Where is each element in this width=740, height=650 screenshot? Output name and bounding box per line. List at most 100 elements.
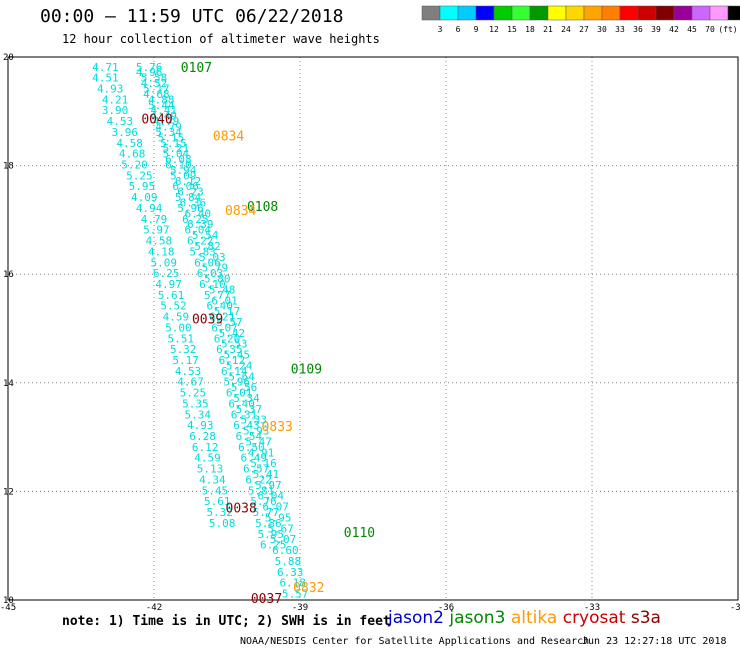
swh-points: 4.714.514.934.213.904.533.964.584.685.20… bbox=[92, 61, 308, 601]
swh-value-label: 5.95 bbox=[258, 528, 285, 541]
swh-value-label: 6.01 bbox=[211, 294, 238, 307]
swh-value-label: 5.33 bbox=[241, 414, 268, 427]
swh-value-label: 4.34 bbox=[199, 473, 226, 486]
swh-value-label: 4.49 bbox=[150, 110, 177, 123]
swh-value-label: 4.91 bbox=[248, 446, 275, 459]
legend-altika: altika bbox=[510, 608, 563, 628]
swh-value-label: 6.23 bbox=[177, 186, 204, 199]
chart-title: 00:00 – 11:59 UTC 06/22/2018 bbox=[40, 6, 344, 27]
swh-value-label: 5.53 bbox=[221, 338, 248, 351]
legend-jason3: jason3 bbox=[449, 608, 511, 628]
swh-value-label: 5.56 bbox=[231, 381, 258, 394]
x-tick-label: -36 bbox=[438, 603, 454, 613]
swh-value-label: 5.51 bbox=[168, 332, 195, 345]
swh-value-label: 4.88 bbox=[148, 93, 175, 106]
colorbar-label: 15 bbox=[507, 25, 517, 34]
swh-value-label: 5.93 bbox=[243, 425, 270, 438]
footer-timestamp: Jun 23 12:27:18 UTC 2018 bbox=[582, 636, 727, 647]
colorbar-swatch bbox=[673, 5, 693, 21]
y-tick-label: 14 bbox=[3, 379, 14, 389]
y-tick-label: 12 bbox=[3, 487, 14, 497]
swh-value-label: 5.41 bbox=[253, 468, 280, 481]
swh-value-label: 5.25 bbox=[180, 387, 207, 400]
swh-value-label: 6.40 bbox=[185, 207, 212, 220]
colorbar-label: 12 bbox=[489, 25, 499, 34]
swh-value-label: 6.35 bbox=[216, 343, 243, 356]
swh-value-label: 5.82 bbox=[194, 240, 221, 253]
swh-value-label: 5.17 bbox=[172, 354, 199, 367]
swh-value-label: 6.40 bbox=[206, 300, 233, 313]
x-tick-label: -33 bbox=[584, 603, 600, 613]
colorbar-label: 21 bbox=[543, 25, 553, 34]
swh-value-label: 4.97 bbox=[155, 278, 182, 291]
pass-time-label: 0107 bbox=[181, 61, 212, 76]
pass-time-label: 0108 bbox=[247, 200, 278, 215]
swh-value-label: 5.58 bbox=[141, 72, 168, 85]
pass-time-label: 0040 bbox=[141, 112, 172, 127]
swh-value-label: 5.96 bbox=[177, 202, 204, 215]
pass-time-label: 0834 bbox=[213, 130, 244, 145]
swh-value-label: 5.20 bbox=[121, 159, 148, 172]
swh-value-label: 6.08 bbox=[165, 153, 192, 166]
x-tick-label: -39 bbox=[292, 603, 308, 613]
colorbar-swatch bbox=[709, 5, 729, 21]
colorbar-label: 18 bbox=[525, 25, 535, 34]
swh-value-label: 4.59 bbox=[194, 452, 221, 465]
swh-value-label: 5.61 bbox=[158, 289, 185, 302]
swh-value-label: 5.95 bbox=[129, 180, 156, 193]
swh-value-label: 5.17 bbox=[214, 305, 241, 318]
swh-value-label: 6.54 bbox=[236, 430, 263, 443]
swh-value-label: 5.32 bbox=[170, 343, 197, 356]
time-labels: 0107004008340108083400390109083300380110… bbox=[141, 61, 375, 607]
swh-value-label: 5.67 bbox=[267, 522, 294, 535]
colorbar-swatch bbox=[619, 5, 639, 21]
y-tick-label: 20 bbox=[3, 53, 14, 63]
colorbar-label: 70 bbox=[705, 25, 715, 34]
swh-value-label: 4.18 bbox=[148, 245, 175, 258]
swh-value-label: 6.06 bbox=[194, 256, 221, 269]
colorbar-swatch bbox=[727, 5, 740, 21]
colorbar-label: (ft) bbox=[718, 25, 737, 34]
colorbar-swatch bbox=[439, 5, 459, 21]
swh-value-label: 6.36 bbox=[180, 197, 207, 210]
y-tick-label: 18 bbox=[3, 162, 14, 172]
swh-value-label: 6.03 bbox=[197, 267, 224, 280]
y-tick-label: 16 bbox=[3, 270, 14, 280]
swh-value-label: 5.97 bbox=[255, 479, 282, 492]
x-tick-label: -45 bbox=[0, 603, 16, 613]
swh-value-label: 5.88 bbox=[275, 555, 302, 568]
swh-value-label: 5.96 bbox=[223, 376, 250, 389]
swh-value-label: 5.16 bbox=[250, 457, 277, 470]
swh-value-label: 6.14 bbox=[221, 365, 248, 378]
swh-value-label: 4.09 bbox=[131, 191, 158, 204]
swh-value-label: 6.25 bbox=[260, 539, 287, 552]
swh-value-label: 5.80 bbox=[204, 273, 231, 286]
swh-value-label: 5.07 bbox=[270, 533, 297, 546]
pass-time-label: 0037 bbox=[251, 592, 282, 607]
plot-frame bbox=[7, 56, 739, 601]
swh-value-label: 6.07 bbox=[211, 321, 238, 334]
swh-value-label: 5.42 bbox=[219, 327, 246, 340]
swh-value-label: 5.04 bbox=[163, 148, 190, 161]
colorbar-label: 36 bbox=[633, 25, 643, 34]
colorbar-label: 39 bbox=[651, 25, 661, 34]
swh-value-label: 6.39 bbox=[187, 218, 214, 231]
swh-value-label: 6.10 bbox=[199, 278, 226, 291]
colorbar-swatch bbox=[583, 5, 603, 21]
swh-value-label: 4.71 bbox=[92, 61, 119, 74]
swh-value-label: 5.64 bbox=[228, 370, 255, 383]
colorbar-label: 33 bbox=[615, 25, 625, 34]
swh-value-label: 5.45 bbox=[223, 349, 250, 362]
swh-value-label: 6.21 bbox=[209, 311, 236, 324]
colorbar-label: 42 bbox=[669, 25, 679, 34]
swh-value-label: 5.24 bbox=[226, 359, 253, 372]
colorbar-swatch bbox=[691, 5, 711, 21]
swh-value-label: 5.25 bbox=[126, 169, 153, 182]
swh-value-label: 4.58 bbox=[146, 235, 173, 248]
pass-time-label: 0039 bbox=[192, 313, 223, 328]
swh-value-label: 4.67 bbox=[177, 376, 204, 389]
swh-value-label: 6.25 bbox=[182, 213, 209, 226]
colorbar-swatch bbox=[529, 5, 549, 21]
swh-value-label: 4.68 bbox=[143, 88, 170, 101]
